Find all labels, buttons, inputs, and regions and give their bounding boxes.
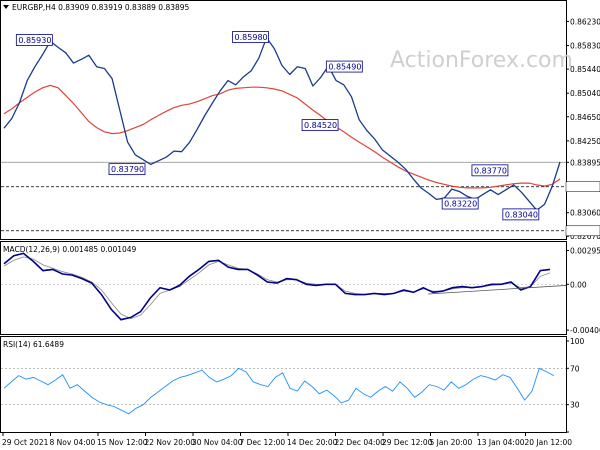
main-header: EURGBP,H4 0.83909 0.83919 0.83889 0.8389… bbox=[12, 3, 190, 12]
extreme-label-box bbox=[325, 60, 363, 73]
extreme-label: 0.83220 bbox=[444, 200, 477, 209]
macd-y-tick-label: -0.004009 bbox=[570, 326, 600, 335]
main-y-tick-label: 0.86230 bbox=[570, 17, 600, 26]
moving-average-line bbox=[3, 84, 561, 189]
hline-tag-box bbox=[565, 225, 600, 237]
rsi-y-tick-label: 30 bbox=[570, 401, 580, 410]
main-collapse-icon[interactable] bbox=[3, 5, 9, 9]
rsi-line bbox=[3, 367, 555, 415]
x-tick-label: 29 Oct 2021 bbox=[2, 438, 49, 447]
extreme-label: 0.85490 bbox=[328, 63, 361, 72]
x-tick-label: 14 Dec 20:00 bbox=[287, 438, 338, 447]
main-panel bbox=[0, 0, 567, 240]
hline-tag-box bbox=[565, 181, 600, 192]
rsi-y-tick-label: 100 bbox=[570, 337, 585, 346]
main-y-tick-label: 0.83895 bbox=[570, 158, 600, 167]
extreme-label-box bbox=[471, 164, 509, 177]
x-tick-label: 15 Nov 12:00 bbox=[97, 438, 148, 447]
extreme-label-box bbox=[502, 208, 540, 221]
extreme-label: 0.83040 bbox=[505, 210, 538, 219]
watermark: ActionForex.com bbox=[390, 48, 573, 73]
price-line bbox=[3, 37, 561, 211]
x-tick-label: 29 Dec 12:00 bbox=[382, 438, 433, 447]
rsi-panel bbox=[0, 336, 567, 433]
x-tick-label: 20 Jan 12:00 bbox=[525, 438, 573, 447]
main-y-tick-label: 0.83060 bbox=[570, 209, 600, 218]
main-y-tick-label: 0.85830 bbox=[570, 42, 600, 51]
macd-line bbox=[3, 252, 551, 321]
macd-y-tick-label: 0.002955 bbox=[570, 247, 600, 256]
x-tick-label: 22 Nov 20:00 bbox=[145, 438, 196, 447]
extreme-label-box bbox=[441, 197, 479, 210]
extreme-label-box bbox=[15, 34, 53, 46]
extreme-label: 0.83790 bbox=[111, 165, 144, 174]
main-y-tick-label: 0.84650 bbox=[570, 113, 600, 122]
x-tick-label: 22 Dec 04:00 bbox=[335, 438, 386, 447]
extreme-label: 0.83770 bbox=[474, 166, 507, 175]
extreme-label: 0.85980 bbox=[235, 33, 268, 42]
main-y-tick-label: 0.85040 bbox=[570, 89, 600, 98]
extreme-label: 0.85930 bbox=[18, 36, 51, 45]
x-tick-label: 30 Nov 04:00 bbox=[192, 438, 243, 447]
main-y-tick-label: 0.85440 bbox=[570, 65, 600, 74]
macd-y-tick-label: 0.00 bbox=[570, 280, 587, 289]
signal-line bbox=[3, 256, 551, 320]
x-tick-label: 5 Jan 20:00 bbox=[430, 438, 473, 447]
extreme-label: 0.84520 bbox=[304, 121, 337, 130]
main-y-tick-label: 0.84250 bbox=[570, 137, 600, 146]
extreme-label-box bbox=[301, 119, 339, 131]
x-tick-label: 13 Jan 04:00 bbox=[477, 438, 525, 447]
x-tick-label: 8 Nov 04:00 bbox=[50, 438, 96, 447]
rsi-header: RSI(14) 61.6489 bbox=[3, 340, 64, 349]
macd-header: MACD(12,26,9) 0.001485 0.001049 bbox=[3, 245, 137, 254]
extreme-label-box bbox=[232, 31, 269, 43]
rsi-y-tick-label: 70 bbox=[570, 364, 580, 373]
macd-trendline bbox=[427, 285, 567, 295]
extreme-label-box bbox=[108, 163, 146, 176]
main-y-tick-label: 0.82670 bbox=[570, 232, 600, 241]
x-tick-label: 7 Dec 12:00 bbox=[240, 438, 286, 447]
macd-panel bbox=[0, 241, 567, 335]
